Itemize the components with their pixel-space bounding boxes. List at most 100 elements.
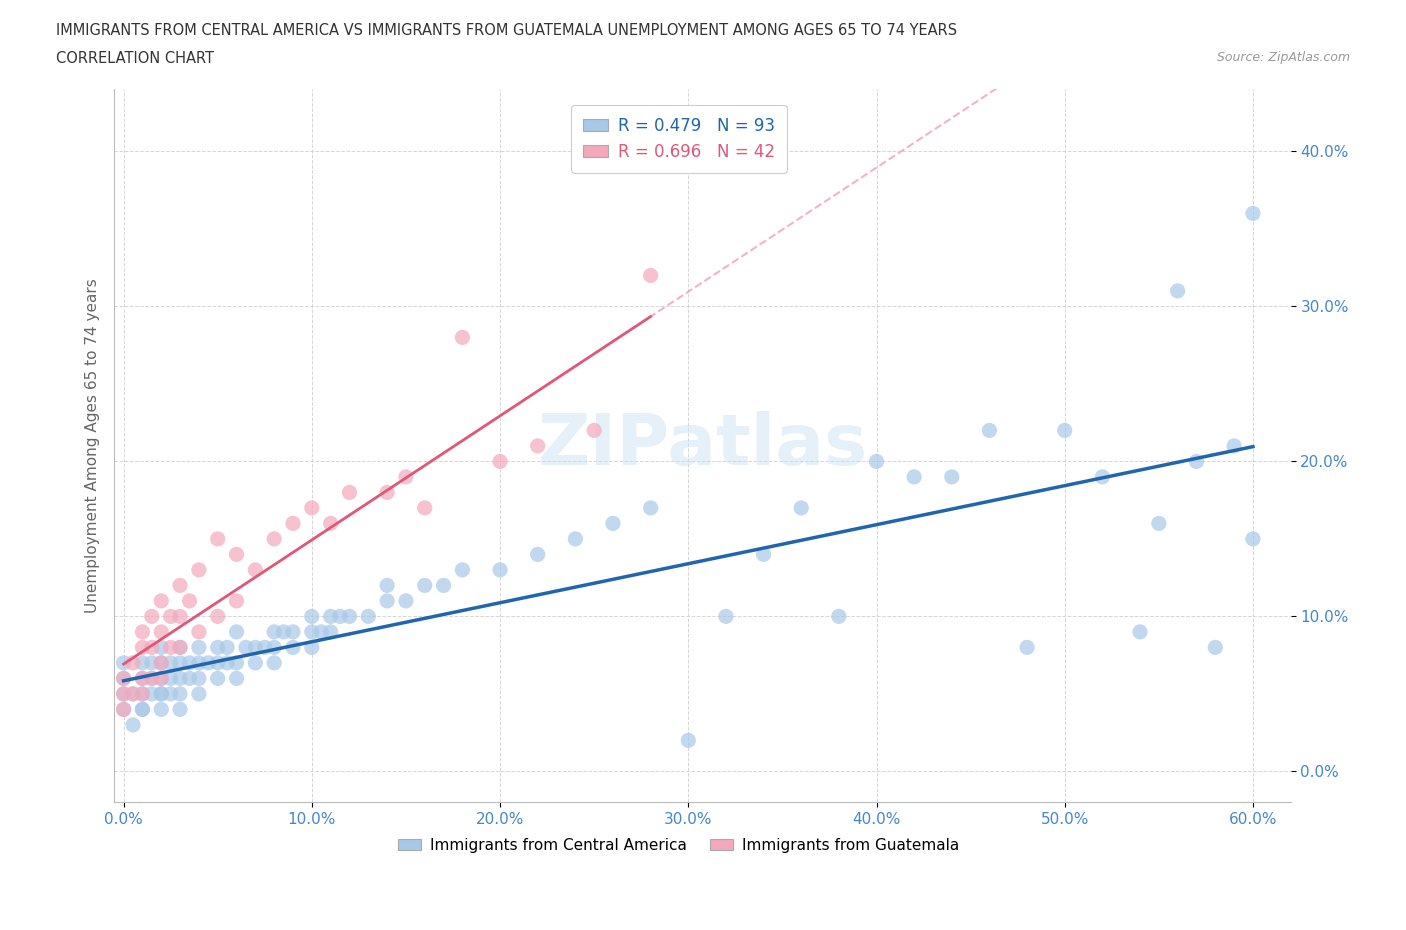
Point [150, 702, 173, 717]
Point [319, 609, 342, 624]
Point [112, 686, 135, 701]
Point [865, 454, 887, 469]
Point [159, 609, 181, 624]
Point [413, 578, 436, 592]
Point [752, 547, 775, 562]
Point [263, 624, 285, 639]
Point [281, 624, 304, 639]
Point [1091, 470, 1114, 485]
Point [526, 438, 548, 453]
Point [131, 686, 153, 701]
Point [112, 671, 135, 685]
Point [253, 640, 276, 655]
Point [150, 624, 173, 639]
Point [150, 686, 173, 701]
Point [122, 717, 145, 732]
Text: IMMIGRANTS FROM CENTRAL AMERICA VS IMMIGRANTS FROM GUATEMALA UNEMPLOYMENT AMONG : IMMIGRANTS FROM CENTRAL AMERICA VS IMMIG… [56, 23, 957, 38]
Point [375, 593, 398, 608]
Point [1147, 516, 1170, 531]
Point [159, 640, 181, 655]
Point [187, 563, 209, 578]
Point [169, 609, 191, 624]
Point [235, 640, 257, 655]
Point [309, 624, 332, 639]
Point [395, 470, 418, 485]
Point [979, 423, 1001, 438]
Point [131, 671, 153, 685]
Point [225, 656, 247, 671]
Point [207, 640, 229, 655]
Point [197, 656, 219, 671]
Point [301, 640, 323, 655]
Point [225, 547, 247, 562]
Point [207, 609, 229, 624]
Point [828, 609, 851, 624]
Point [187, 686, 209, 701]
Point [150, 640, 173, 655]
Point [169, 640, 191, 655]
Point [141, 671, 163, 685]
Point [273, 624, 295, 639]
Point [207, 656, 229, 671]
Point [131, 640, 153, 655]
Point [131, 702, 153, 717]
Point [451, 330, 474, 345]
Point [339, 485, 361, 499]
Point [339, 609, 361, 624]
Point [1129, 624, 1152, 639]
Point [187, 640, 209, 655]
Point [141, 671, 163, 685]
Point [122, 686, 145, 701]
Point [245, 563, 267, 578]
Legend: Immigrants from Central America, Immigrants from Guatemala: Immigrants from Central America, Immigra… [392, 831, 966, 859]
Point [413, 500, 436, 515]
Point [131, 702, 153, 717]
Point [903, 470, 925, 485]
Point [169, 686, 191, 701]
Point [187, 656, 209, 671]
Point [281, 640, 304, 655]
Point [225, 624, 247, 639]
Point [150, 656, 173, 671]
Point [217, 656, 239, 671]
Point [131, 671, 153, 685]
Point [714, 609, 737, 624]
Point [150, 593, 173, 608]
Point [207, 531, 229, 546]
Point [395, 593, 418, 608]
Point [179, 656, 201, 671]
Point [141, 686, 163, 701]
Point [319, 516, 342, 531]
Point [187, 671, 209, 685]
Point [169, 578, 191, 592]
Point [678, 733, 700, 748]
Point [451, 563, 474, 578]
Point [179, 593, 201, 608]
Point [1223, 438, 1246, 453]
Point [169, 671, 191, 685]
Point [489, 454, 512, 469]
Y-axis label: Unemployment Among Ages 65 to 74 years: Unemployment Among Ages 65 to 74 years [86, 278, 100, 613]
Point [564, 531, 586, 546]
Point [263, 656, 285, 671]
Point [301, 624, 323, 639]
Text: CORRELATION CHART: CORRELATION CHART [56, 51, 214, 66]
Point [329, 609, 352, 624]
Point [941, 470, 963, 485]
Point [131, 656, 153, 671]
Point [640, 500, 662, 515]
Point [583, 423, 606, 438]
Point [790, 500, 813, 515]
Point [263, 640, 285, 655]
Point [357, 609, 380, 624]
Point [375, 578, 398, 592]
Point [122, 656, 145, 671]
Point [1185, 454, 1208, 469]
Point [281, 516, 304, 531]
Point [319, 624, 342, 639]
Point [112, 686, 135, 701]
Point [526, 547, 548, 562]
Point [640, 268, 662, 283]
Point [169, 702, 191, 717]
Point [1241, 531, 1264, 546]
